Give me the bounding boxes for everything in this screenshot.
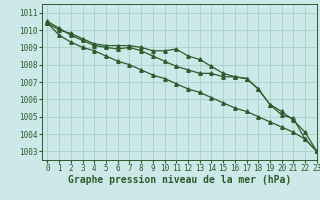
X-axis label: Graphe pression niveau de la mer (hPa): Graphe pression niveau de la mer (hPa) <box>68 175 291 185</box>
